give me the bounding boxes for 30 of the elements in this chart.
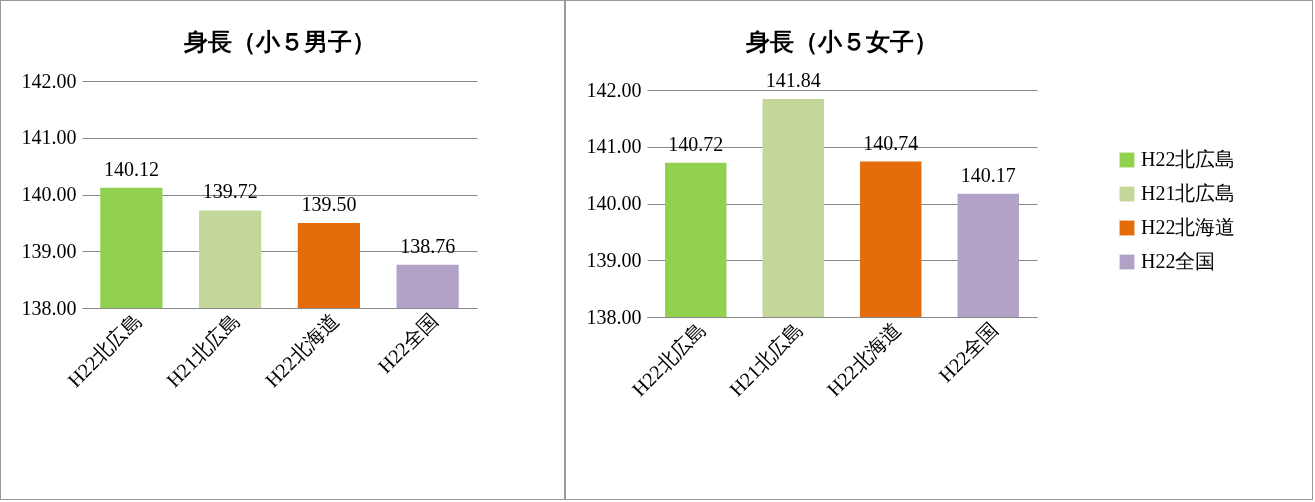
y-tick-label: 140.00 [21,183,77,205]
y-tick-label: 141.00 [586,135,642,158]
y-tick-label: 142.00 [586,78,642,101]
data-label: 140.74 [863,131,919,154]
data-label: 141.84 [765,69,821,92]
x-tick-label: H21北広島 [161,309,245,392]
data-label: 140.72 [668,132,724,155]
y-tick-label: 139.00 [21,239,77,262]
x-tick-label: H22北海道 [260,309,344,392]
chart-title: 身長（小５男子） [182,28,376,56]
y-tick-label: 142.00 [21,69,77,92]
x-tick-label: H22北海道 [822,318,905,401]
data-label: 138.76 [400,234,456,257]
y-tick-label: 138.00 [21,296,77,319]
x-tick-label: H22全国 [934,318,1003,387]
legend-label: H21北広島 [1141,182,1236,204]
data-label: 139.50 [301,192,357,215]
chart-title: 身長（小５女子） [745,28,938,57]
x-tick-label: H21北広島 [725,318,808,401]
y-tick-label: 141.00 [21,126,77,149]
y-tick-label: 140.00 [586,192,642,214]
legend-label: H22全国 [1141,250,1216,272]
x-tick-label: H22全国 [373,309,442,378]
legend-label: H22北海道 [1141,216,1236,238]
y-tick-label: 138.00 [586,305,642,328]
y-tick-label: 139.00 [586,248,642,271]
data-label: 140.12 [103,157,159,180]
legend-label: H22北広島 [1141,148,1236,170]
data-label: 140.17 [960,163,1016,186]
data-label: 139.72 [202,180,258,203]
